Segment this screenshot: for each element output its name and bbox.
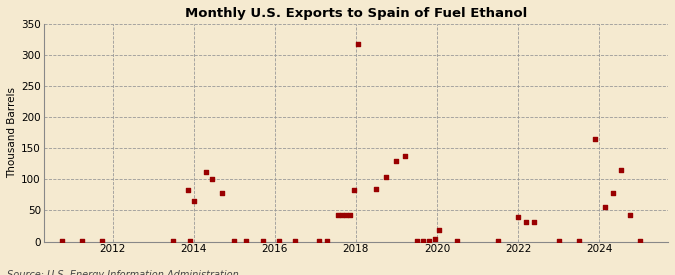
Point xyxy=(336,213,347,218)
Point xyxy=(57,239,68,243)
Point xyxy=(520,219,531,224)
Point xyxy=(188,199,199,203)
Point xyxy=(452,239,462,243)
Point xyxy=(168,239,179,243)
Point xyxy=(257,239,268,243)
Point xyxy=(371,186,381,191)
Point xyxy=(273,239,284,243)
Point xyxy=(429,237,440,241)
Point xyxy=(322,239,333,243)
Point xyxy=(381,175,392,180)
Text: Source: U.S. Energy Information Administration: Source: U.S. Energy Information Administ… xyxy=(7,271,238,275)
Point xyxy=(590,137,601,141)
Point xyxy=(290,239,300,243)
Point xyxy=(600,205,611,210)
Point xyxy=(433,228,444,233)
Point xyxy=(411,239,422,243)
Point xyxy=(241,239,252,243)
Point xyxy=(207,177,217,182)
Point xyxy=(229,239,240,243)
Point xyxy=(200,170,211,174)
Point xyxy=(529,219,539,224)
Point xyxy=(554,239,564,243)
Title: Monthly U.S. Exports to Spain of Fuel Ethanol: Monthly U.S. Exports to Spain of Fuel Et… xyxy=(185,7,527,20)
Point xyxy=(332,213,343,218)
Point xyxy=(608,191,619,195)
Point xyxy=(512,214,523,219)
Point xyxy=(616,168,627,172)
Point xyxy=(77,239,88,243)
Point xyxy=(217,191,227,195)
Point xyxy=(348,188,359,192)
Point xyxy=(314,239,325,243)
Point xyxy=(574,239,585,243)
Point xyxy=(184,239,195,243)
Point xyxy=(417,239,428,243)
Point xyxy=(344,213,355,218)
Point xyxy=(399,154,410,159)
Point xyxy=(624,213,635,218)
Point xyxy=(492,239,503,243)
Point xyxy=(182,188,193,192)
Point xyxy=(352,42,363,46)
Point xyxy=(634,239,645,243)
Point xyxy=(423,239,434,243)
Y-axis label: Thousand Barrels: Thousand Barrels xyxy=(7,87,17,178)
Point xyxy=(391,158,402,163)
Point xyxy=(97,239,108,243)
Point xyxy=(340,213,351,218)
